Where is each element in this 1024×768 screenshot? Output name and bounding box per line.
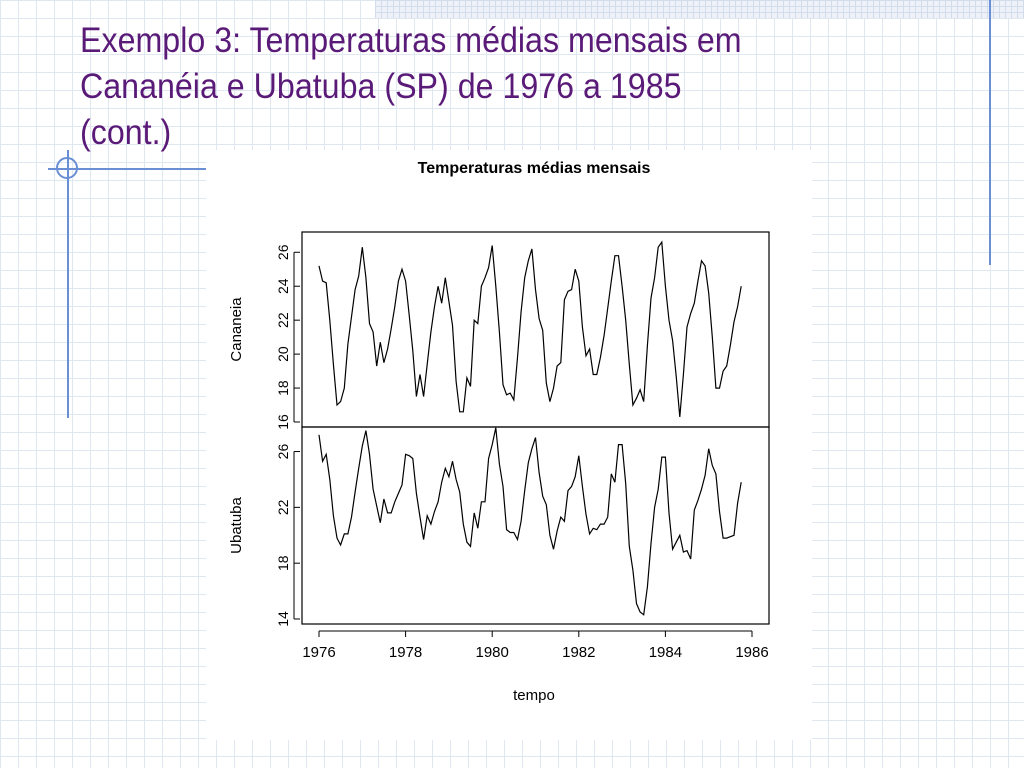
y-tick-label: 26 [275,244,291,260]
y-tick-label: 22 [275,499,291,515]
y-tick-label: 22 [275,312,291,328]
slide-title-line-3: (cont.) [80,113,172,152]
panel-label-cananeia: Cananeia [228,297,245,362]
accent-ring [56,157,78,179]
y-tick-label: 24 [275,278,291,294]
y-tick-label: 14 [275,611,291,627]
x-tick-label: 1982 [562,644,595,661]
y-tick-label: 20 [275,346,291,362]
y-tick-label: 16 [275,414,291,430]
x-tick-label: 1976 [302,644,335,661]
x-tick-label: 1984 [649,644,682,661]
x-tick-label: 1986 [735,644,768,661]
chart-title: Temperaturas médias mensais [418,160,651,177]
x-tick-label: 1978 [389,644,422,661]
series-line-cananeia [318,240,742,417]
header-pattern-band [375,0,1024,18]
x-tick-label: 1980 [476,644,509,661]
slide-title-line-2: Cananéia e Ubatuba (SP) de 1976 a 1985 [80,67,682,106]
series-line-ubatuba [318,427,742,616]
slide-title-line-1: Exemplo 3: Temperaturas médias mensais e… [80,21,742,60]
panel-frame-ubatuba [301,426,770,625]
y-tick-label: 18 [275,555,291,571]
y-tick-label: 18 [275,380,291,396]
panel-label-ubatuba: Ubatuba [228,496,245,553]
chart-card: Temperaturas médias mensais tempo 16 18 20… [206,150,812,740]
slide-title: Exemplo 3: Temperaturas médias mensais e… [80,18,844,156]
x-axis-label: tempo [513,687,555,704]
y-tick-label: 26 [275,444,291,460]
chart-content: 16 18 20 22 24 26 Cananeia 14 18 22 26 Ubatuba 1976 1… [228,231,770,661]
time-series-chart: Temperaturas médias mensais tempo 16 18 20… [228,160,770,704]
